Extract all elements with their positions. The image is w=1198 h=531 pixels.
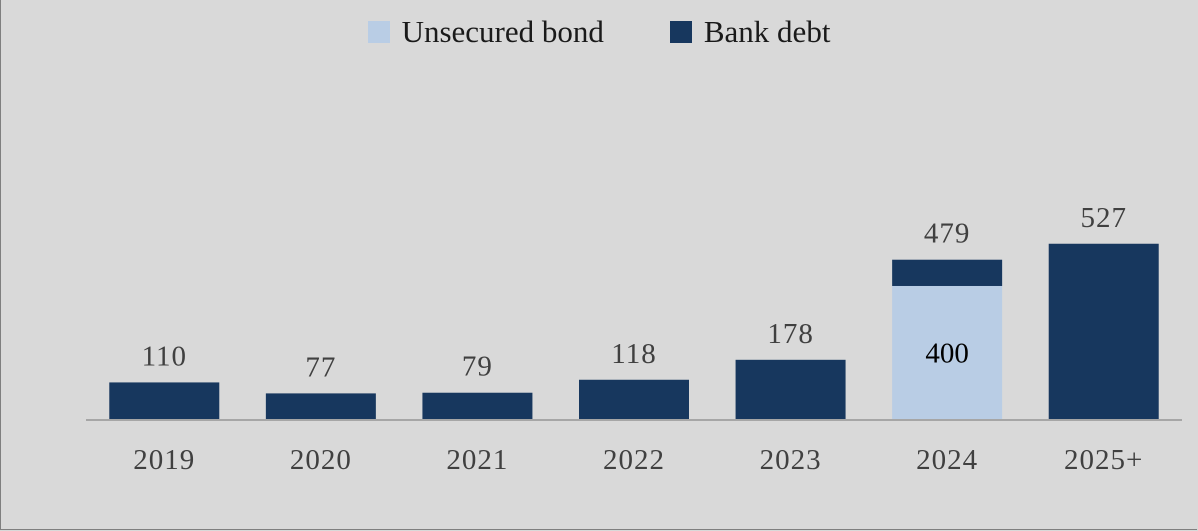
legend-label-unsecured-bond: Unsecured bond — [401, 14, 604, 49]
value-label-2020: 77 — [305, 351, 336, 383]
bar-bank-debt-2023 — [735, 359, 846, 419]
x-tick-label-2020: 2020 — [290, 444, 352, 476]
value-label-2023: 178 — [767, 318, 814, 350]
x-tick-label-2022: 2022 — [603, 444, 665, 476]
bar-bank-debt-2019 — [109, 382, 220, 419]
value-label-2019: 110 — [142, 340, 187, 372]
x-tick-label-2023: 2023 — [760, 444, 822, 476]
value-label-2022: 118 — [611, 338, 656, 370]
x-tick-label-2019: 2019 — [133, 444, 195, 476]
bar-bank-debt-2024 — [892, 259, 1003, 286]
bar-bank-debt-2020 — [265, 393, 376, 419]
legend-item-bank-debt: Bank debt — [669, 14, 831, 50]
value-label-2025-plus: 527 — [1080, 202, 1127, 234]
value-label-2024: 479 — [924, 218, 971, 250]
x-tick-label-2024: 2024 — [916, 444, 978, 476]
x-tick-label-2025-plus: 2025+ — [1064, 444, 1143, 476]
bar-bank-debt-2021 — [422, 392, 533, 419]
legend-item-unsecured-bond: Unsecured bond — [367, 14, 604, 50]
value-label-2021: 79 — [462, 351, 493, 383]
legend-label-bank-debt: Bank debt — [703, 14, 831, 49]
bar-bank-debt-2025-plus — [1048, 243, 1159, 419]
legend-swatch-bank-debt — [669, 21, 692, 43]
bar-bank-debt-2022 — [579, 379, 689, 419]
bar-unsecured-bond-2024 — [892, 285, 1003, 419]
x-tick-label-2021: 2021 — [446, 444, 508, 476]
inner-value-label-2024: 400 — [925, 337, 969, 369]
chart-legend: Unsecured bond Bank debt — [0, 14, 1198, 50]
legend-swatch-unsecured-bond — [367, 21, 390, 43]
